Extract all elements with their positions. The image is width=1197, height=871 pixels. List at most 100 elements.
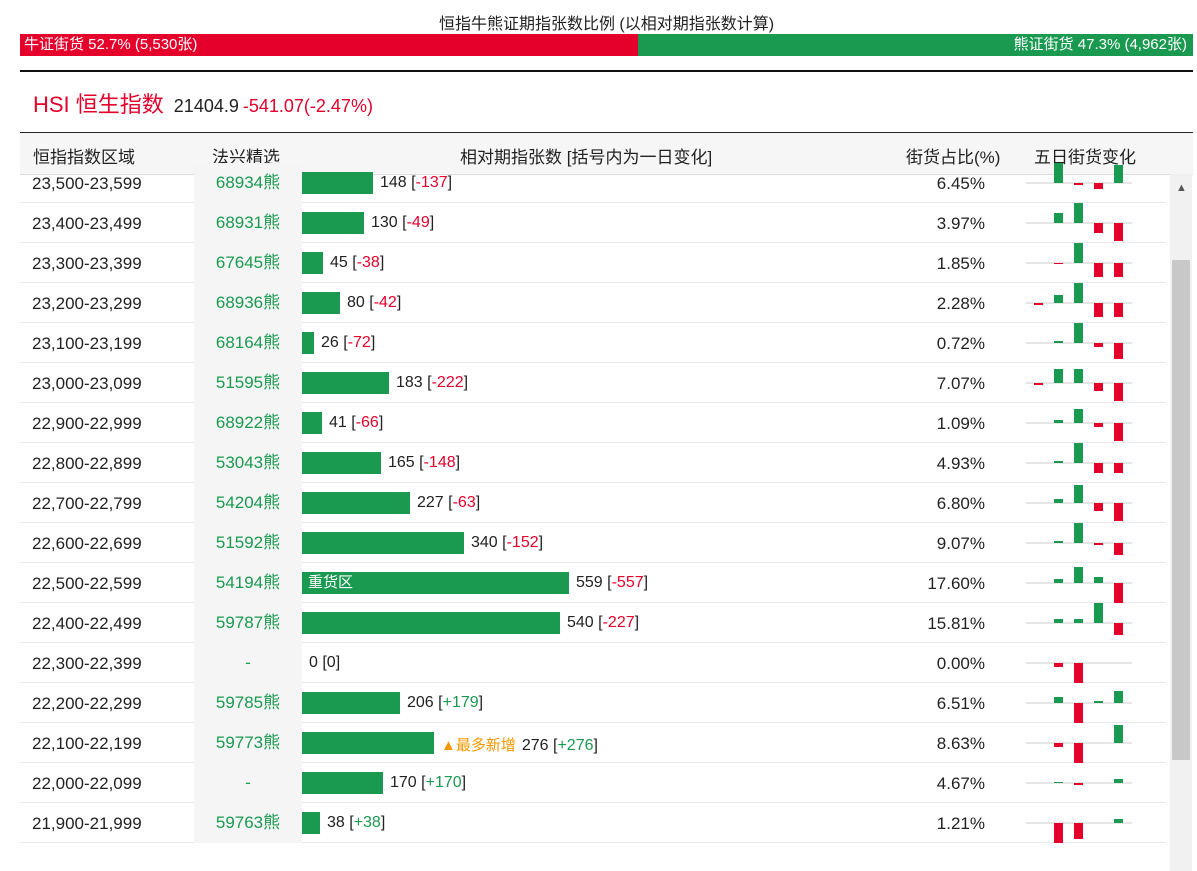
pick-link[interactable]: 68164熊 xyxy=(194,323,302,363)
sparkline-bar xyxy=(1074,485,1083,503)
contracts-label: 183 [-222] xyxy=(396,374,469,391)
scroll-up-icon[interactable]: ▲ xyxy=(1176,182,1187,194)
sparkline-bar xyxy=(1114,725,1123,743)
sparkline-bar xyxy=(1114,779,1123,783)
pick-link[interactable]: 59773熊 xyxy=(194,723,302,763)
sparkline-bar xyxy=(1074,567,1083,583)
header-pick: 法兴精选 xyxy=(212,148,280,167)
contracts-label: 26 [-72] xyxy=(321,334,376,351)
sparkline-bar xyxy=(1094,463,1103,473)
sparkline-bar xyxy=(1074,783,1083,785)
sparkline-bar xyxy=(1054,341,1063,343)
sparkline-bar xyxy=(1054,499,1063,503)
pick-link[interactable]: 59785熊 xyxy=(194,683,302,723)
five-day-sparkline xyxy=(1026,243,1132,277)
pick-link[interactable]: 67645熊 xyxy=(194,243,302,283)
zone-cell: 22,800-22,899 xyxy=(32,454,142,473)
day-change: -152 xyxy=(506,534,539,551)
bear-label: 熊证街货 47.3% (4,962张) xyxy=(1013,36,1187,53)
scrollbar[interactable]: ▲ xyxy=(1170,174,1192,871)
sparkline-bar xyxy=(1054,541,1063,543)
pick-link[interactable]: 51595熊 xyxy=(194,363,302,403)
header-trend: 五日街货变化 xyxy=(1034,148,1136,167)
contracts-bar xyxy=(302,612,560,634)
contracts-bar: 重货区 xyxy=(302,572,569,594)
sparkline-bar xyxy=(1074,523,1083,543)
day-change: -38 xyxy=(356,254,380,271)
zone-cell: 23,000-23,099 xyxy=(32,374,142,393)
table-row: 22,500-22,599 54194熊 重货区 559 [-557] 17.60% xyxy=(20,563,1165,603)
contracts-label: 38 [+38] xyxy=(327,814,386,831)
day-change: -42 xyxy=(373,294,397,311)
pick-link[interactable]: 51592熊 xyxy=(194,523,302,563)
contracts-bar xyxy=(302,692,400,714)
five-day-sparkline xyxy=(1026,323,1132,359)
sparkline-bar xyxy=(1054,420,1063,423)
pick-link[interactable]: 53043熊 xyxy=(194,443,302,483)
day-change: -49 xyxy=(406,214,430,231)
five-day-sparkline xyxy=(1026,163,1132,189)
contracts-value: 26 xyxy=(321,334,339,351)
pick-link[interactable]: 59787熊 xyxy=(194,603,302,643)
five-day-sparkline xyxy=(1026,369,1132,401)
sparkline-bar xyxy=(1074,183,1083,185)
table-row: 22,700-22,799 54204熊 227 [-63] 6.80% xyxy=(20,483,1165,523)
pick-link[interactable]: 68931熊 xyxy=(194,203,302,243)
sparkline-bar xyxy=(1074,743,1083,763)
zone-cell: 23,400-23,499 xyxy=(32,214,142,233)
sparkline-bar xyxy=(1074,203,1083,223)
sparkline-bar xyxy=(1054,579,1063,583)
zone-cell: 22,500-22,599 xyxy=(32,574,142,593)
ratio-title: 恒指牛熊证期指张数比例 (以相对期指张数计算) xyxy=(438,16,775,33)
contracts-value: 45 xyxy=(330,254,348,271)
sparkline-bar xyxy=(1114,691,1123,703)
sparkline-bar xyxy=(1094,577,1103,583)
sparkline-bar xyxy=(1114,383,1123,401)
contracts-bar xyxy=(302,372,389,394)
zone-cell: 23,500-23,599 xyxy=(32,174,142,193)
pick-link[interactable]: 59763熊 xyxy=(194,803,302,843)
contracts-label: 41 [-66] xyxy=(329,414,384,431)
pick-link[interactable]: 54204熊 xyxy=(194,483,302,523)
pick-link[interactable]: 54194熊 xyxy=(194,563,302,603)
contracts-value: 130 xyxy=(371,214,398,231)
zone-cell: 22,300-22,399 xyxy=(32,654,142,673)
sparkline-bar xyxy=(1114,503,1123,521)
pick-link[interactable]: 68934熊 xyxy=(194,163,302,203)
contracts-bar xyxy=(302,812,320,834)
pick-link[interactable]: 68936熊 xyxy=(194,283,302,323)
sparkline-bar xyxy=(1054,823,1063,843)
contracts-bar xyxy=(302,292,340,314)
zone-cell: 23,300-23,399 xyxy=(32,254,142,273)
zone-cell: 22,400-22,499 xyxy=(32,614,142,633)
contracts-value: 559 xyxy=(576,574,603,591)
share-cell: 6.80% xyxy=(936,494,985,513)
day-change: -222 xyxy=(431,374,464,391)
pick-link[interactable]: 68922熊 xyxy=(194,403,302,443)
contracts-bar xyxy=(302,452,381,474)
sparkline-bar xyxy=(1054,163,1063,183)
contracts-value: 183 xyxy=(396,374,423,391)
sparkline-bar xyxy=(1114,343,1123,359)
table-row: 22,400-22,499 59787熊 540 [-227] 15.81% xyxy=(20,603,1165,643)
five-day-sparkline xyxy=(1026,691,1132,723)
table-row: 23,300-23,399 67645熊 45 [-38] 1.85% xyxy=(20,243,1165,283)
sparkline-bar xyxy=(1054,782,1063,783)
table-row: 23,400-23,499 68931熊 130 [-49] 3.97% xyxy=(20,203,1165,243)
sparkline-bar xyxy=(1094,183,1103,189)
share-cell: 2.28% xyxy=(936,294,985,313)
zone-cell: 21,900-21,999 xyxy=(32,814,142,833)
contracts-label: 45 [-38] xyxy=(330,254,385,271)
share-cell: 4.93% xyxy=(936,454,985,473)
five-day-sparkline xyxy=(1026,567,1132,603)
contracts-value: 41 xyxy=(329,414,347,431)
five-day-sparkline xyxy=(1026,819,1132,843)
share-cell: 9.07% xyxy=(936,534,985,553)
sparkline-bar xyxy=(1054,663,1063,667)
scroll-thumb[interactable] xyxy=(1172,260,1190,760)
sparkline-bar xyxy=(1114,223,1123,241)
table-row: 23,000-23,099 51595熊 183 [-222] 7.07% xyxy=(20,363,1165,403)
contracts-value: 80 xyxy=(347,294,365,311)
five-day-sparkline xyxy=(1026,662,1132,683)
zone-cell: 22,900-22,999 xyxy=(32,414,142,433)
